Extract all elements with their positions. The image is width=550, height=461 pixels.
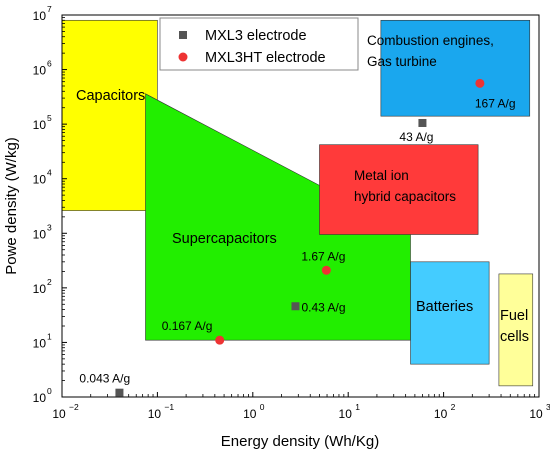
mxl3ht-electrode-point-2-label: 1.67 A/g [301,249,345,263]
y-tick-label-2: 10 [33,282,47,296]
region-batteries [410,261,490,365]
x-tick-label-0: 10 [52,407,66,421]
y-tick-exponent-2: 2 [47,277,52,287]
region-capacitors [61,19,158,211]
y-tick-exponent-7: 7 [47,4,52,14]
region-metal-ion-label-line-1: Metal ion [354,168,409,183]
legend-marker-mxl3-electrode [179,31,187,39]
mxl3-electrode-point-2-label: 0.43 A/g [301,300,345,314]
x-tick-label-2: 10 [243,407,257,421]
y-tick-exponent-0: 0 [47,386,52,396]
region-fuel [498,273,534,387]
y-tick-exponent-6: 6 [47,59,52,69]
legend-label-mxl3-electrode: MXL3 electrode [205,28,307,44]
y-tick-exponent-3: 3 [47,222,52,232]
legend-box [159,17,359,71]
y-tick-label-7: 10 [33,9,47,23]
legend-marker-mxl3ht-electrode [178,52,188,62]
x-tick-exponent-2: 0 [260,402,265,412]
region-combustion-engines [380,19,531,117]
mxl3-electrode-point-2 [291,302,300,311]
axes-layer: 10 −2 10 −1 10 0 10 1 10 2 10 310 010 110 210 310 410 510… [33,4,550,421]
region-fuel-label-line-1: Fuel [500,308,528,324]
x-tick-label-3: 10 [339,407,353,421]
x-tick-label-1: 10 [148,407,162,421]
y-tick-label-4: 10 [33,173,47,187]
y-tick-label-1: 10 [33,336,47,350]
y-tick-exponent-5: 5 [47,113,52,123]
y-tick-label-3: 10 [33,227,47,241]
region-fuel-label-line-2: cells [500,329,529,345]
region-metal-ion-label-line-2: hybrid capacitors [354,189,456,204]
y-axis-label: Powe density (W/kg) [3,137,20,275]
x-tick-label-5: 10 [529,407,543,421]
region-combustion-engines-label-line-1: Combustion engines, [367,33,494,48]
mxl3ht-electrode-point-2 [321,265,331,275]
y-tick-label-0: 10 [33,391,47,405]
y-tick-exponent-1: 1 [47,331,52,341]
x-tick-exponent-1: −1 [164,402,174,412]
region-batteries-label: Batteries [416,299,473,315]
y-tick-label-5: 10 [33,118,47,132]
y-tick-label-6: 10 [33,64,47,78]
marker-layer: 0.043 A/g 0.43 A/g 43 A/g 0.167 A/g 1.67 A/g… [79,78,516,397]
x-tick-exponent-3: 1 [355,402,360,412]
mxl3ht-electrode-point-3 [475,78,485,88]
region-layer: Capacitors Supercapacitors Metal ion hybrid… [61,19,534,387]
x-axis-label: Energy density (Wh/Kg) [221,433,379,450]
legend: MXL3 electrode MXL3HT electrode [159,17,359,71]
plot-frame [61,14,540,398]
x-tick-exponent-4: 2 [451,402,456,412]
region-supercapacitors-label: Supercapacitors [172,231,277,247]
region-capacitors-label: Capacitors [76,88,145,104]
x-tick-label-4: 10 [434,407,448,421]
region-metal-ion [319,144,479,235]
x-tick-exponent-5: 3 [546,402,550,412]
mxl3-electrode-point-1 [115,388,124,397]
legend-label-mxl3ht-electrode: MXL3HT electrode [205,50,326,66]
x-tick-exponent-0: −2 [69,402,79,412]
mxl3ht-electrode-point-1-label: 0.167 A/g [162,319,213,333]
y-tick-exponent-4: 4 [47,168,52,178]
mxl3ht-electrode-point-3-label: 167 A/g [475,96,516,110]
mxl3-electrode-point-1-label: 0.043 A/g [79,372,130,386]
mxl3-electrode-point-3 [418,118,427,127]
mxl3-electrode-point-3-label: 43 A/g [399,130,433,144]
mxl3ht-electrode-point-1 [215,335,225,345]
region-combustion-engines-label-line-2: Gas turbine [367,54,437,69]
